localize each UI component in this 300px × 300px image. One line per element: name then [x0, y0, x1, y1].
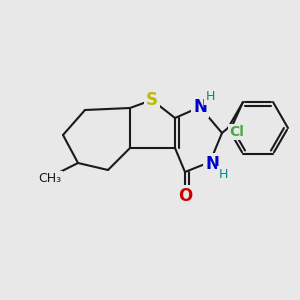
- Text: S: S: [146, 91, 158, 109]
- Text: Cl: Cl: [230, 125, 244, 139]
- Text: H: H: [205, 91, 215, 103]
- Text: N: N: [205, 155, 219, 173]
- Text: N: N: [193, 98, 207, 116]
- Text: O: O: [178, 187, 192, 205]
- Text: H: H: [218, 167, 228, 181]
- Text: CH₃: CH₃: [38, 172, 61, 185]
